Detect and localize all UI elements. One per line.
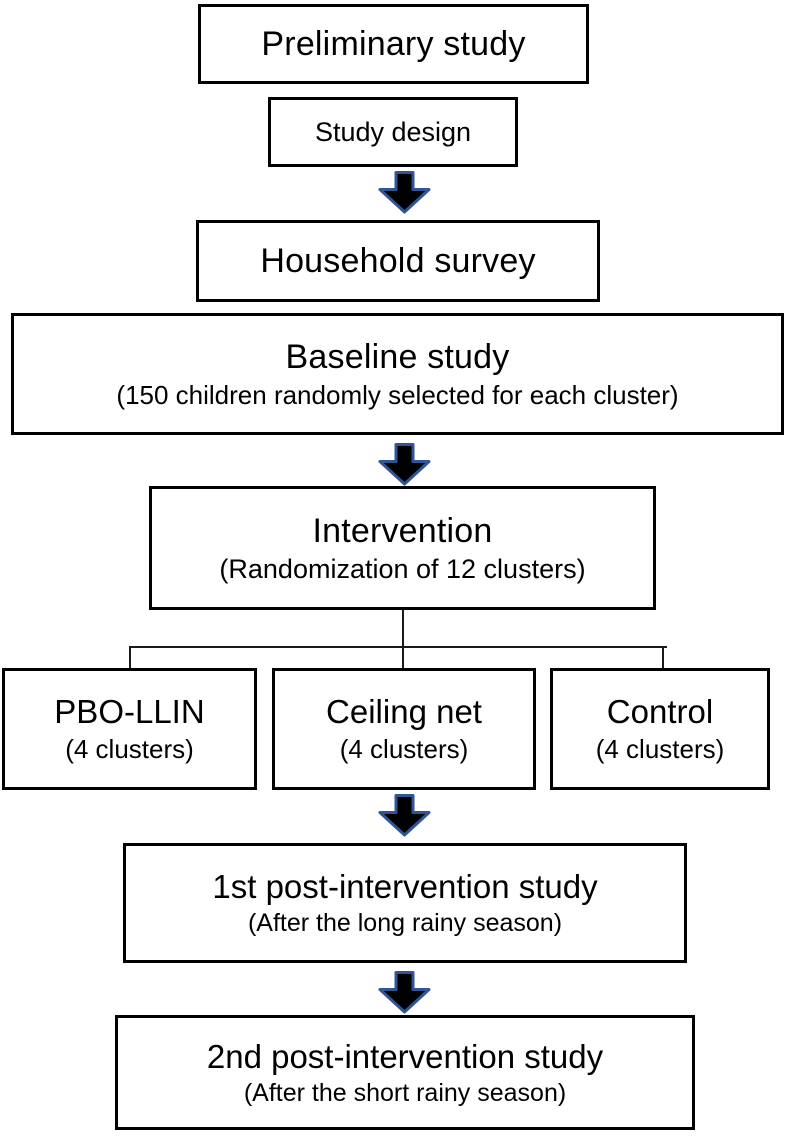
arrow-down-outline: [378, 171, 431, 214]
node-subtitle: (150 children randomly selected for each…: [116, 380, 679, 410]
arrow-down-shape: [380, 795, 429, 835]
node-subtitle: (4 clusters): [65, 734, 194, 764]
arrow-down-icon: [378, 794, 431, 837]
arrow-down-icon: [378, 971, 431, 1014]
arrow-down-icon: [378, 171, 431, 214]
node-subtitle: (After the long rainy season): [247, 909, 563, 937]
node-intervention: Intervention (Randomization of 12 cluste…: [149, 486, 656, 610]
node-title: Preliminary study: [261, 25, 526, 63]
arrow-down-outline: [378, 443, 431, 486]
node-preliminary-study: Preliminary study: [198, 4, 589, 84]
node-title: PBO-LLIN: [54, 693, 205, 730]
node-second-post-intervention: 2nd post-intervention study (After the s…: [115, 1015, 695, 1130]
node-title: 2nd post-intervention study: [206, 1037, 604, 1075]
arrow-down-shape: [380, 172, 429, 212]
node-household-survey: Household survey: [196, 220, 600, 302]
node-title: Ceiling net: [326, 693, 482, 730]
arrow-down-shape: [380, 972, 429, 1012]
branch-connector-stem: [402, 610, 404, 648]
node-title: Baseline study: [285, 338, 510, 376]
arrow-down-outline: [378, 971, 431, 1014]
node-subtitle: (After the short rainy season): [243, 1078, 567, 1107]
branch-connector-left-drop: [129, 646, 131, 668]
node-title: 1st post-intervention study: [212, 868, 598, 905]
node-subtitle: (4 clusters): [339, 734, 469, 764]
arrow-down-shape: [380, 444, 429, 484]
node-title: Household survey: [260, 242, 536, 280]
node-study-design: Study design: [268, 97, 518, 167]
node-arm-control: Control (4 clusters): [550, 668, 770, 790]
node-subtitle: (4 clusters): [595, 734, 725, 764]
node-subtitle: (Randomization of 12 clusters): [219, 554, 586, 584]
arrow-down-icon: [378, 443, 431, 486]
arrow-down-outline: [378, 794, 431, 837]
node-baseline-study: Baseline study (150 children randomly se…: [11, 313, 784, 435]
branch-connector-bar: [129, 646, 667, 648]
node-first-post-intervention: 1st post-intervention study (After the l…: [123, 843, 687, 963]
branch-connector-right-drop: [662, 646, 664, 668]
branch-connector-middle-drop: [402, 646, 404, 668]
node-arm-ceiling-net: Ceiling net (4 clusters): [272, 668, 536, 790]
node-title: Study design: [314, 117, 472, 147]
node-title: Intervention: [312, 512, 493, 550]
node-title: Control: [606, 693, 714, 730]
node-arm-pbo-llin: PBO-LLIN (4 clusters): [2, 668, 257, 790]
